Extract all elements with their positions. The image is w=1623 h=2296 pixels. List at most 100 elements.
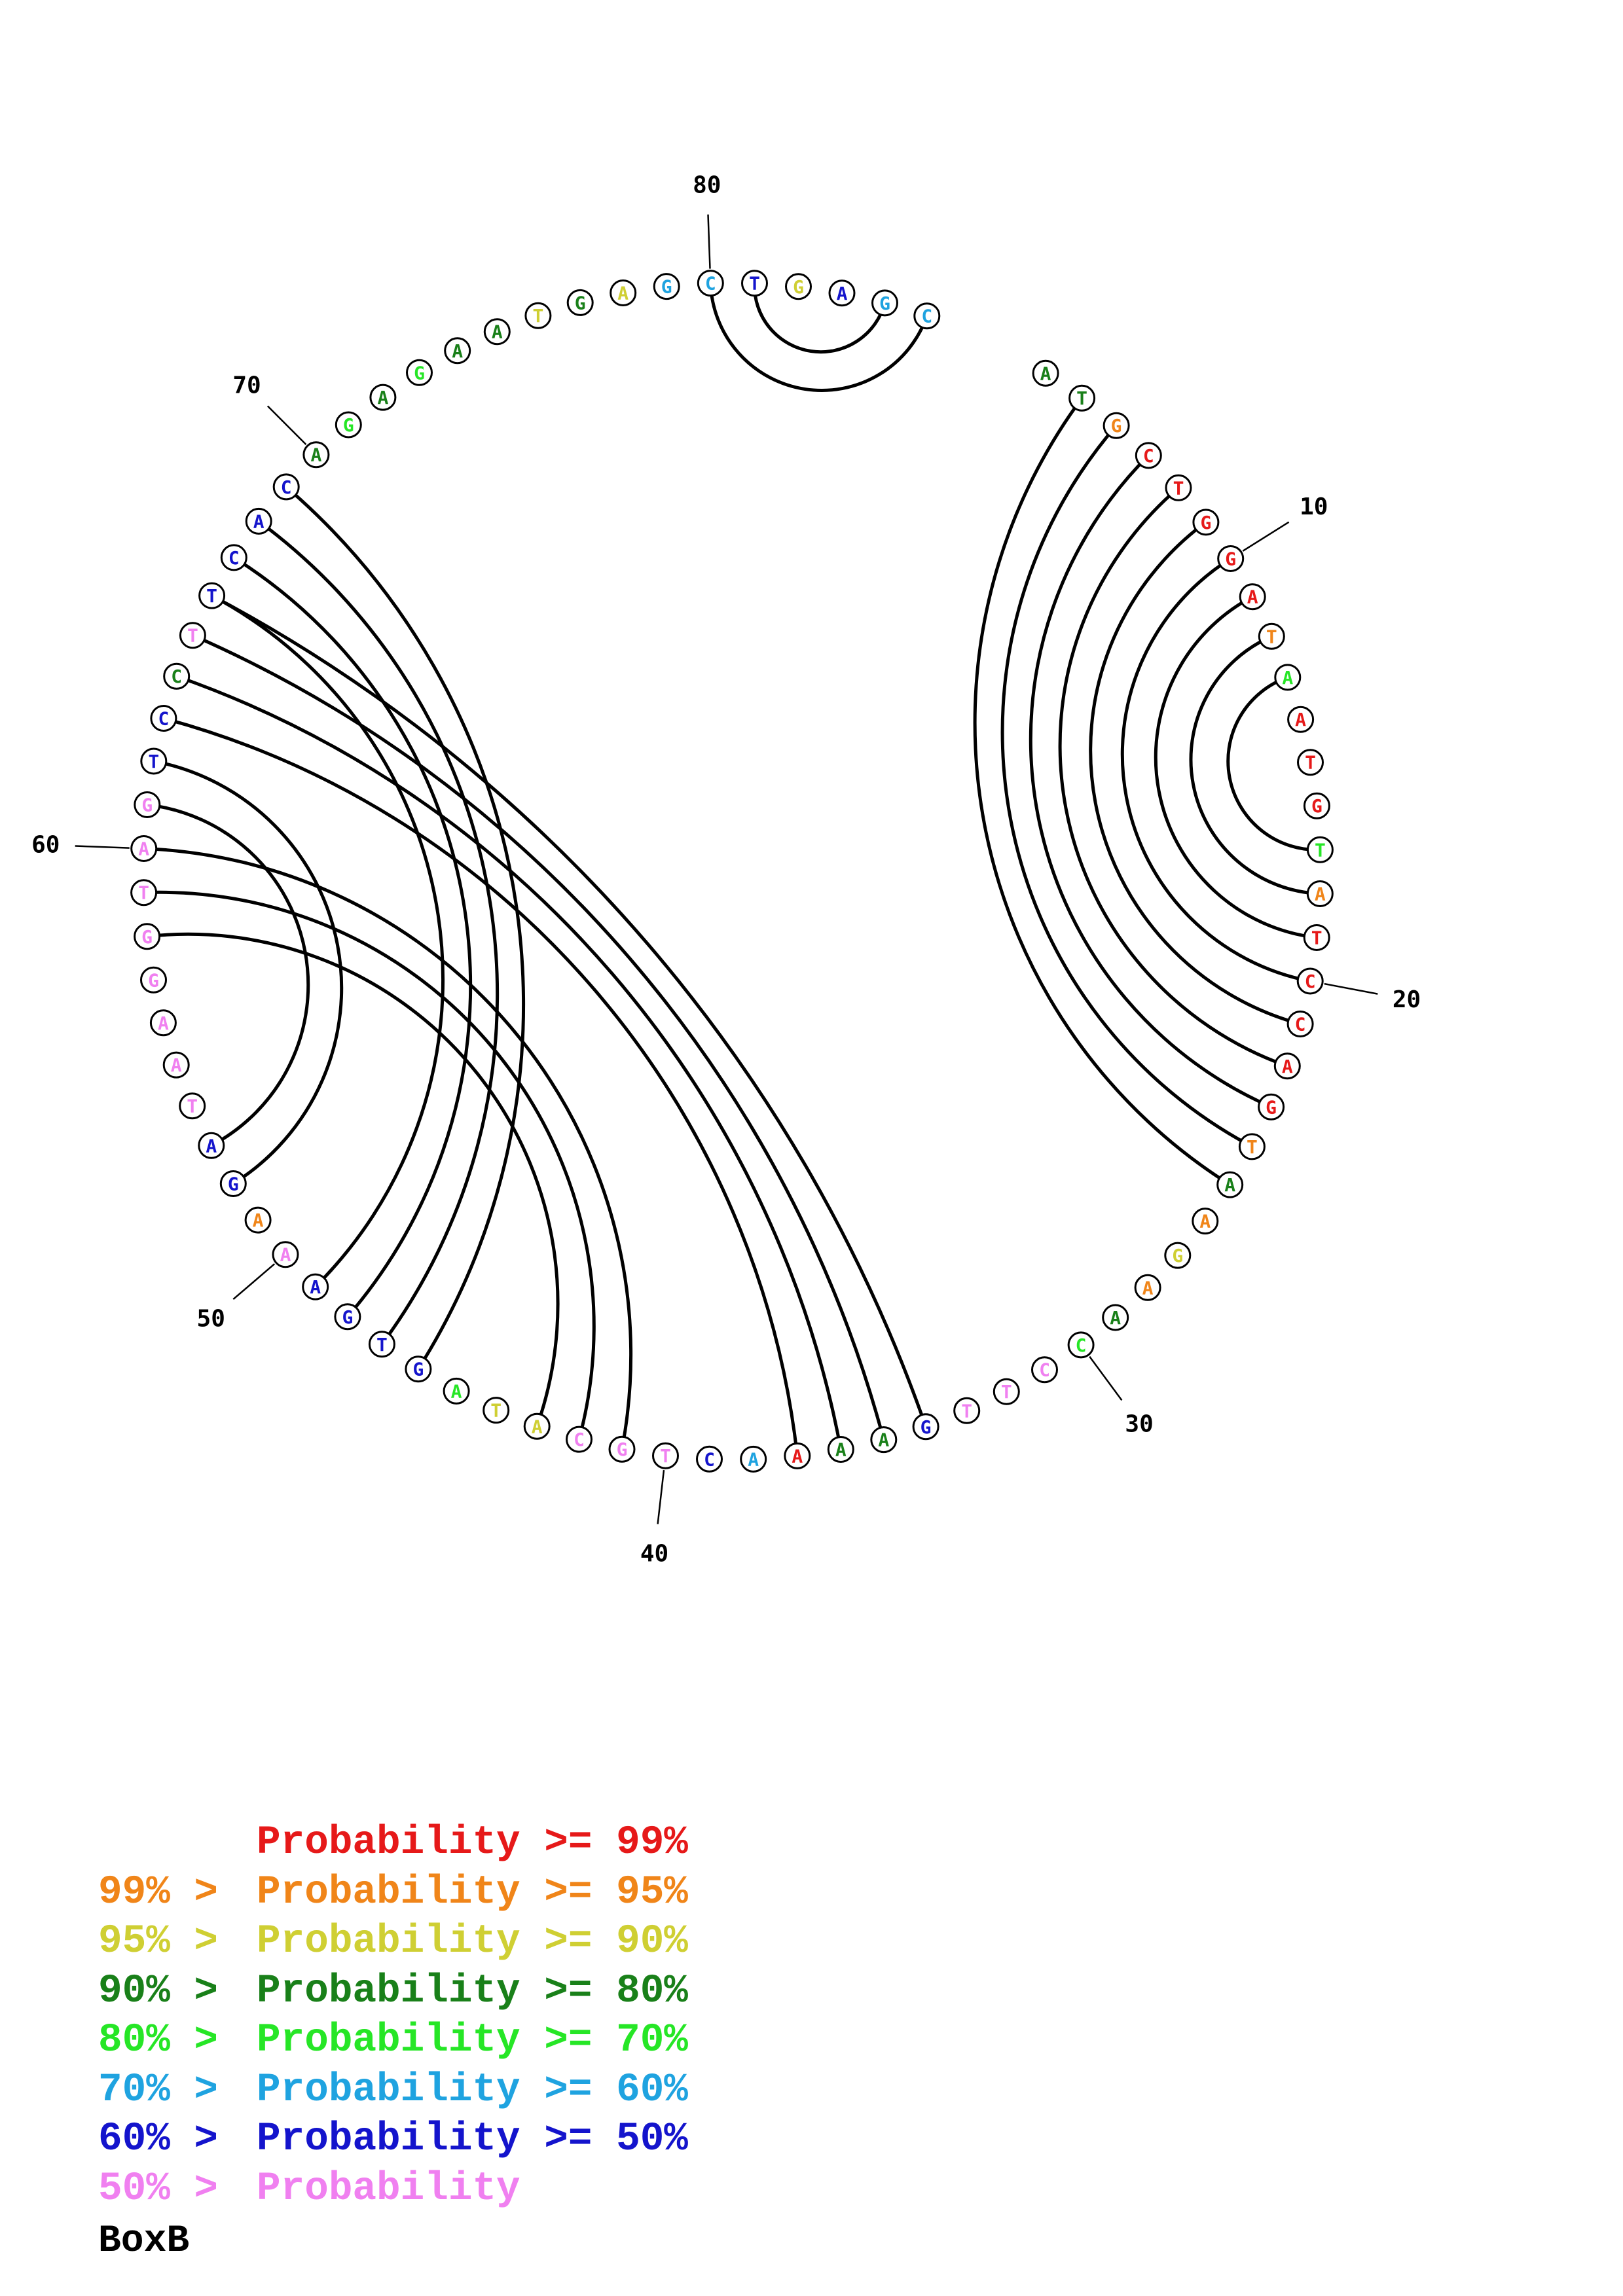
base-pair-arc bbox=[285, 486, 526, 1371]
nucleotide: G bbox=[134, 923, 161, 950]
nucleotide: A bbox=[149, 1009, 177, 1037]
nucleotide-circle bbox=[1102, 1304, 1129, 1331]
nucleotide: T bbox=[1165, 474, 1192, 501]
nucleotide-circle bbox=[219, 1170, 247, 1197]
nucleotide-circle bbox=[302, 1273, 329, 1300]
nucleotide-circle bbox=[272, 1241, 299, 1268]
nucleotide-letter: A bbox=[532, 1416, 543, 1437]
base-pair-arc bbox=[211, 594, 445, 1288]
position-tick bbox=[266, 405, 307, 445]
nucleotide: T bbox=[140, 747, 168, 775]
nucleotide-letter: A bbox=[1110, 1307, 1121, 1329]
position-tick bbox=[1324, 982, 1378, 995]
nucleotide-letter: A bbox=[138, 838, 149, 860]
nucleotide-letter: T bbox=[1266, 626, 1277, 647]
base-pair-arc bbox=[1029, 454, 1272, 1109]
nucleotide-circle bbox=[134, 923, 161, 950]
nucleotide-letter: C bbox=[704, 1448, 715, 1470]
base-pair-arcs bbox=[143, 283, 1321, 1456]
nucleotide: T bbox=[953, 1397, 981, 1424]
nucleotide: A bbox=[244, 1206, 272, 1234]
nucleotide-letter: A bbox=[617, 283, 629, 304]
legend-range: Probability bbox=[257, 2166, 520, 2212]
nucleotide-circle bbox=[1303, 924, 1330, 951]
nucleotide-circle bbox=[828, 279, 856, 307]
nucleotide-letter: A bbox=[1282, 667, 1293, 689]
nucleotide-letter: A bbox=[451, 1380, 462, 1402]
nucleotide-circle bbox=[443, 1377, 470, 1405]
nucleotide-letter: T bbox=[138, 882, 149, 904]
nucleotide-letter: A bbox=[1142, 1277, 1154, 1299]
base-pair-arc bbox=[175, 674, 843, 1450]
nucleotide-letter: T bbox=[187, 1096, 198, 1117]
nucleotide-letter: A bbox=[171, 1054, 182, 1076]
nucleotide-letter: T bbox=[961, 1400, 972, 1422]
nucleotide-letter: T bbox=[187, 625, 198, 647]
nucleotide-circle bbox=[368, 1331, 395, 1358]
nucleotide-circle bbox=[696, 1445, 723, 1473]
nucleotide: G bbox=[405, 1355, 432, 1383]
base-pair-arc bbox=[1089, 520, 1301, 1026]
nucleotide-circle bbox=[1164, 1242, 1192, 1269]
nucleotide-letter: T bbox=[1076, 387, 1087, 409]
base-pair-arc bbox=[192, 634, 886, 1441]
nucleotide: T bbox=[368, 1331, 395, 1358]
nucleotide-letter: G bbox=[661, 276, 672, 298]
nucleotide-circle bbox=[1103, 412, 1130, 439]
nucleotide-letter: T bbox=[749, 273, 760, 295]
nucleotide-letter: A bbox=[837, 283, 848, 304]
nucleotide: A bbox=[198, 1132, 225, 1159]
nucleotide-circle bbox=[483, 1397, 510, 1424]
legend-threshold: 70% > bbox=[98, 2067, 219, 2113]
nucleotide: A bbox=[245, 507, 272, 535]
nucleotide-letter: A bbox=[310, 444, 321, 466]
base-pair-arc bbox=[163, 717, 799, 1456]
nucleotide-circle bbox=[1216, 1171, 1244, 1198]
nucleotide: T bbox=[993, 1378, 1020, 1405]
legend-threshold: 50% > bbox=[98, 2166, 219, 2212]
nucleotide-letter: G bbox=[617, 1439, 628, 1460]
nucleotide: A bbox=[828, 279, 856, 307]
nucleotide: T bbox=[524, 302, 552, 329]
base-pair-arc bbox=[257, 520, 500, 1346]
nucleotide-circle bbox=[652, 1442, 679, 1469]
nucleotide-circle bbox=[1258, 1093, 1285, 1121]
nucleotide-circle bbox=[524, 302, 552, 329]
nucleotide-letter: A bbox=[492, 321, 503, 343]
position-label: 40 bbox=[640, 1540, 668, 1567]
nucleotide-circle bbox=[912, 1413, 939, 1441]
position-tick bbox=[707, 214, 711, 269]
legend-range: Probability >= 95% bbox=[257, 1869, 688, 1915]
nucleotide-circle bbox=[953, 1397, 981, 1424]
nucleotide-letter: A bbox=[792, 1445, 803, 1467]
nucleotide-letter: G bbox=[1200, 512, 1211, 533]
nucleotide-letter: A bbox=[835, 1439, 847, 1461]
nucleotide-circle bbox=[1238, 1133, 1266, 1160]
nucleotide-circle bbox=[179, 622, 206, 649]
legend-range: Probability >= 80% bbox=[257, 1968, 688, 2014]
nucleotide-circle bbox=[1306, 836, 1334, 863]
base-pair-arc bbox=[211, 594, 928, 1427]
nucleotide-circle bbox=[272, 473, 300, 501]
legend-threshold: 80% > bbox=[98, 2018, 219, 2063]
nucleotide-letter: T bbox=[376, 1334, 388, 1355]
nucleotide-circle bbox=[369, 384, 397, 411]
position-tick bbox=[1089, 1355, 1123, 1401]
nucleotide: A bbox=[740, 1445, 767, 1473]
nucleotide-letter: T bbox=[1305, 752, 1316, 774]
nucleotide-letter: C bbox=[1305, 971, 1316, 992]
nucleotide-letter: C bbox=[1295, 1014, 1306, 1035]
nucleotide-letter: T bbox=[1173, 477, 1184, 499]
legend-threshold: 95% > bbox=[98, 1919, 219, 1964]
nucleotide: A bbox=[483, 318, 511, 346]
nucleotide: T bbox=[741, 270, 768, 297]
position-label: 30 bbox=[1125, 1411, 1153, 1438]
legend-range: Probability >= 60% bbox=[257, 2067, 688, 2113]
nucleotide: T bbox=[652, 1442, 679, 1469]
nucleotide-letter: G bbox=[141, 795, 153, 816]
nucleotide: A bbox=[1032, 359, 1059, 387]
nucleotide: A bbox=[1306, 880, 1334, 907]
nucleotide-letter: G bbox=[148, 969, 159, 991]
nucleotide-letter: C bbox=[171, 666, 182, 687]
nucleotide: C bbox=[163, 662, 191, 690]
